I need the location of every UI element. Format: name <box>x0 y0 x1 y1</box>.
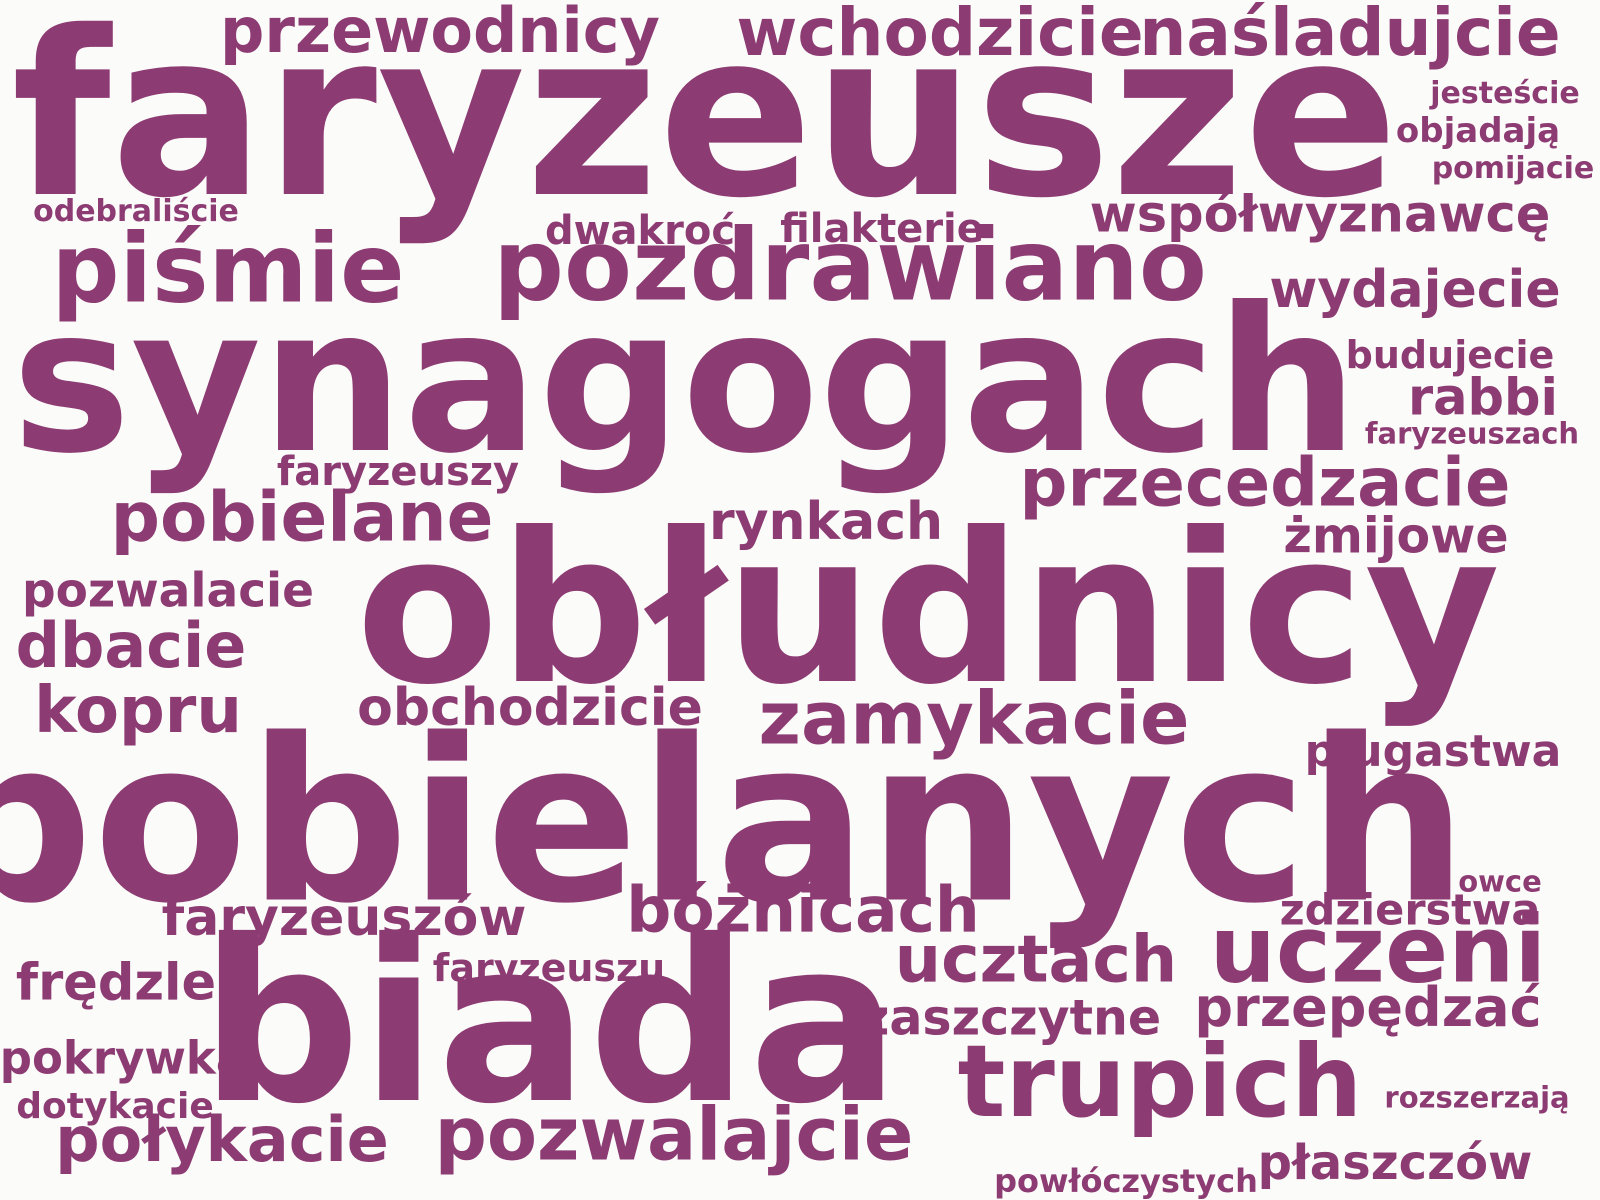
word: żmijowe <box>1283 507 1509 565</box>
word: dotykacie <box>16 1086 214 1127</box>
word: uczeni <box>1209 895 1547 1004</box>
word: naśladujcie <box>1139 0 1561 71</box>
word: połykacie <box>55 1103 389 1176</box>
word: frędzle <box>15 953 217 1013</box>
word: odebraliście <box>33 194 239 229</box>
word: współwyznawcę <box>1089 185 1551 245</box>
word: bóżnicach <box>626 873 980 947</box>
word: dbacie <box>15 609 247 682</box>
word: rynkach <box>708 492 944 552</box>
word: faryzeuszu <box>432 946 666 990</box>
word: obłudnicy <box>355 489 1501 731</box>
word: przecedzacie <box>1019 443 1511 522</box>
word: pobielanych <box>0 691 1468 954</box>
word: faryzeuszów <box>161 888 527 948</box>
word: dwakroć <box>544 208 736 254</box>
word: pozwalacie <box>21 563 315 619</box>
word: pokrywką <box>0 1031 247 1085</box>
word: trupich <box>957 1023 1363 1140</box>
word: powłóczystych <box>994 1162 1258 1200</box>
word: rozszerzają <box>1384 1080 1570 1115</box>
word: ucztach <box>894 922 1178 998</box>
word: faryzeusze <box>11 0 1399 248</box>
word: synagogach <box>11 265 1359 498</box>
word: piśmie <box>51 214 405 325</box>
word: kopru <box>34 674 242 748</box>
word: zamykacie <box>758 676 1190 762</box>
word: faryzeuszy <box>276 449 520 495</box>
word: obchodzicie <box>357 678 703 738</box>
word: biada <box>200 892 900 1153</box>
word: faryzeuszach <box>1364 416 1580 451</box>
word: przepędzać <box>1194 976 1542 1039</box>
word: pozdrawiano <box>493 208 1207 324</box>
word: pomijacie <box>1431 151 1595 186</box>
word: wchodzicie <box>736 0 1144 71</box>
word: pozwalajcie <box>434 1092 914 1178</box>
word: owce <box>1458 864 1542 899</box>
word: jesteście <box>1430 76 1580 111</box>
word: rabbi <box>1407 368 1559 428</box>
word: plugastwa <box>1304 726 1562 777</box>
word: wydajecie <box>1269 260 1561 320</box>
word: zaszczytne <box>860 989 1162 1047</box>
word: pobielane <box>110 477 494 558</box>
word: objadają <box>1395 111 1561 151</box>
word: budujecie <box>1345 333 1555 377</box>
word: zdzierstwa <box>1279 885 1541 936</box>
word: płaszczów <box>1257 1135 1533 1191</box>
word: filakterie <box>780 206 984 252</box>
word: przewodnicy <box>220 0 660 67</box>
